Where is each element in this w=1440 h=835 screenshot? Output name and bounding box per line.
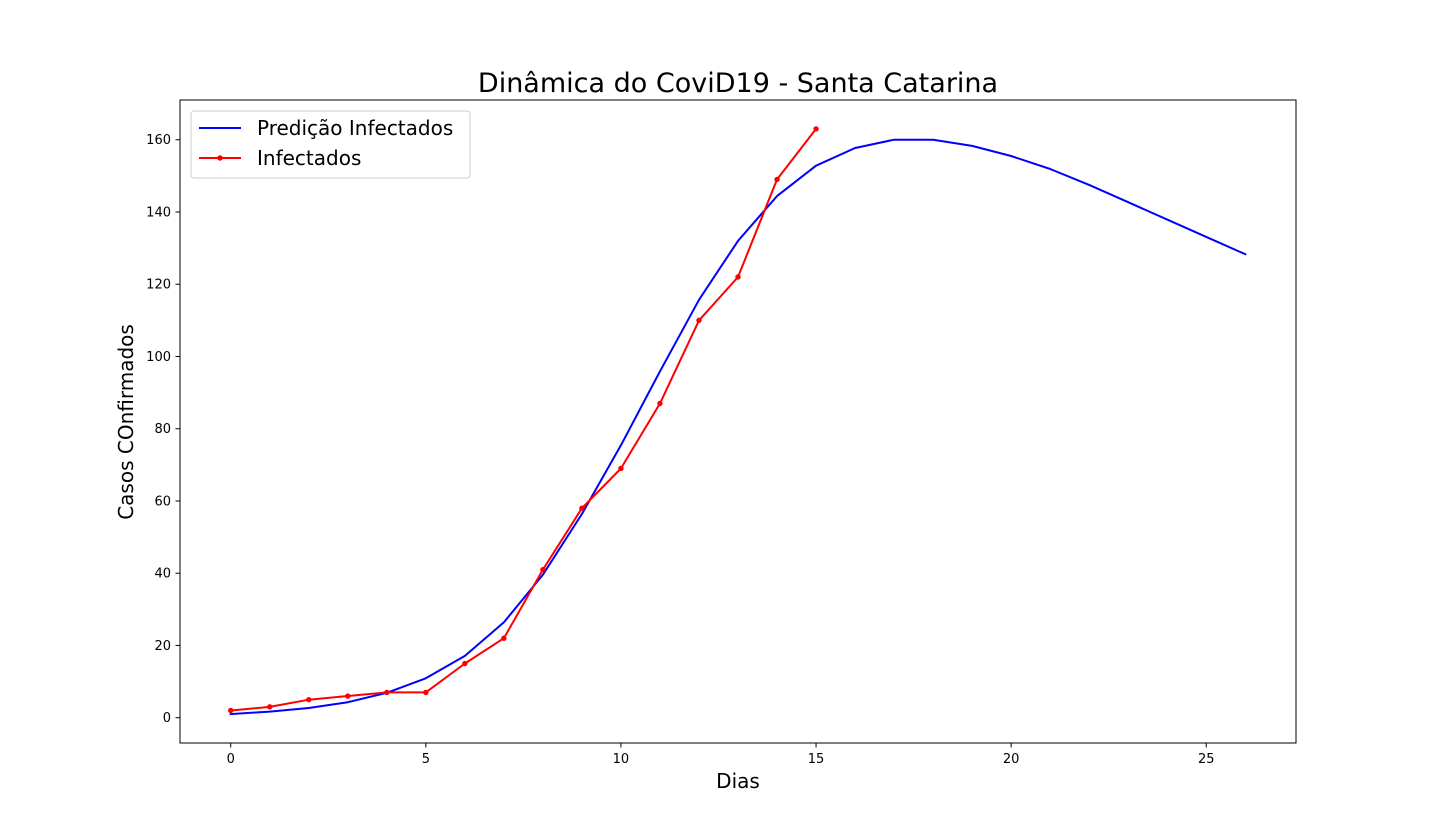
x-tick-label: 10 <box>613 752 630 767</box>
x-tick-label: 20 <box>1003 752 1020 767</box>
legend-swatch-marker <box>217 155 223 161</box>
series-point-1 <box>423 689 429 696</box>
series-line-1 <box>229 127 818 712</box>
x-axis-title: Dias <box>716 769 760 793</box>
series-point-1 <box>657 400 663 407</box>
series-point-1 <box>501 635 507 641</box>
plot-frame <box>179 99 1297 744</box>
legend-label: Predição Infectados <box>257 116 453 140</box>
series-point-1 <box>384 689 390 696</box>
x-tick-label: 15 <box>808 752 825 767</box>
legend-label: Infectados <box>257 146 361 170</box>
series-point-1 <box>579 505 585 511</box>
chart-title: Dinâmica do CoviD19 - Santa Catarina <box>478 68 998 99</box>
series-point-1 <box>306 696 312 703</box>
y-tick-label: 60 <box>154 494 171 509</box>
series-point-1 <box>228 707 234 714</box>
series-point-1 <box>462 660 468 667</box>
y-tick-label: 20 <box>154 639 171 654</box>
legend: Predição Infectados Infectados <box>190 110 471 179</box>
series-point-1 <box>618 465 624 472</box>
series-point-1 <box>813 126 819 132</box>
series-line-0 <box>229 138 1247 716</box>
series-point-1 <box>540 566 546 573</box>
series-point-1 <box>267 704 273 710</box>
y-tick-label: 100 <box>146 350 171 365</box>
x-tick-label: 0 <box>227 752 235 767</box>
series-point-1 <box>774 176 780 183</box>
series-point-1 <box>345 693 351 699</box>
y-axis-title: Casos COnfirmados <box>114 324 138 520</box>
series-point-1 <box>696 317 702 324</box>
x-tick-label: 25 <box>1198 752 1215 767</box>
legend-box <box>190 110 471 179</box>
y-tick-label: 120 <box>146 278 171 293</box>
series-point-1 <box>735 274 741 280</box>
x-tick-label: 5 <box>422 752 430 767</box>
y-tick-label: 40 <box>154 567 171 582</box>
y-tick-label: 0 <box>163 711 171 726</box>
axis-ticks: 0 5 10 15 20 25 0 20 40 60 80 100 120 140 160 <box>146 133 1214 767</box>
y-tick-label: 140 <box>146 205 171 220</box>
y-tick-label: 80 <box>154 422 171 437</box>
y-tick-label: 160 <box>146 133 171 148</box>
plot-area <box>179 99 1297 744</box>
